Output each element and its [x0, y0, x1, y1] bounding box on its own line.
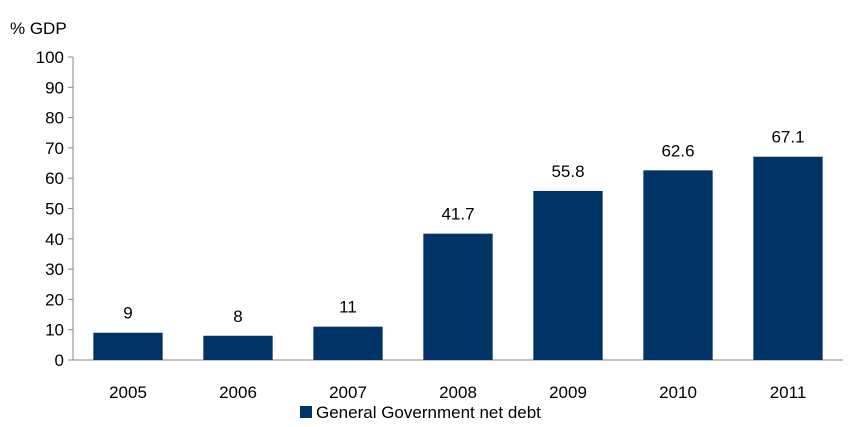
x-category-label-2005: 2005: [109, 383, 147, 402]
legend-swatch: [300, 406, 312, 418]
x-axis-category-labels: 2005 2006 2007 2008 2009 2010 2011: [109, 383, 806, 402]
y-axis-unit-label: % GDP: [10, 19, 67, 38]
x-category-label-2006: 2006: [219, 383, 257, 402]
legend: General Government net debt: [300, 403, 541, 422]
data-label-2008: 41.7: [441, 205, 474, 224]
data-labels-group: 9 8 11 41.7 55.8 62.6 67.1: [123, 128, 804, 326]
y-tick-label: 90: [45, 78, 64, 97]
y-tick-label: 60: [45, 169, 64, 188]
data-label-2006: 8: [233, 307, 242, 326]
data-label-2009: 55.8: [551, 162, 584, 181]
y-axis-ticks: 0 10 20 30 40 50 60 70 80 90 100: [36, 48, 73, 370]
y-tick-label: 0: [55, 351, 64, 370]
y-tick-label: 100: [36, 48, 64, 67]
x-category-label-2007: 2007: [329, 383, 367, 402]
data-label-2010: 62.6: [661, 141, 694, 160]
y-tick-label: 40: [45, 230, 64, 249]
y-tick-label: 10: [45, 321, 64, 340]
data-label-2007: 11: [339, 298, 357, 317]
bar-2008: [423, 233, 493, 360]
x-category-label-2010: 2010: [659, 383, 697, 402]
x-category-label-2009: 2009: [549, 383, 587, 402]
x-category-label-2008: 2008: [439, 383, 477, 402]
bar-2010: [643, 170, 713, 360]
bar-2006: [203, 335, 273, 360]
y-tick-label: 80: [45, 109, 64, 128]
bar-2009: [533, 190, 603, 360]
y-tick-label: 70: [45, 139, 64, 158]
y-tick-label: 50: [45, 200, 64, 219]
legend-label: General Government net debt: [316, 403, 541, 422]
y-tick-label: 30: [45, 260, 64, 279]
bar-2007: [313, 326, 383, 360]
y-tick-label: 20: [45, 290, 64, 309]
x-category-label-2011: 2011: [770, 383, 807, 402]
data-label-2005: 9: [123, 304, 132, 323]
data-label-2011: 67.1: [771, 128, 804, 147]
bar-2011: [753, 156, 823, 360]
bars-group: [93, 156, 823, 360]
bar-2005: [93, 332, 163, 360]
